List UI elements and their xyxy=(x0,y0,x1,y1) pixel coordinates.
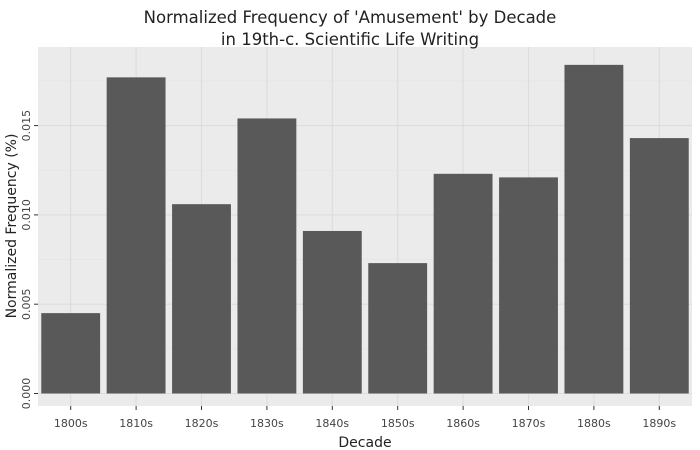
bar-1810s xyxy=(106,77,166,394)
x-tick-label: 1860s xyxy=(446,417,480,430)
x-tick-label: 1800s xyxy=(54,417,88,430)
bars xyxy=(41,64,689,394)
x-axis-ticks: 1800s 1810s 1820s 1830s 1840s 1850s 1860s 1870s… xyxy=(54,406,676,430)
x-axis-title: Decade xyxy=(338,435,391,450)
bar-1820s xyxy=(172,204,231,394)
x-tick-label: 1840s xyxy=(315,417,349,430)
bar-1890s xyxy=(629,138,689,394)
chart-title-line-1: Normalized Frequency of 'Amusement' by D… xyxy=(144,8,557,27)
x-tick-label: 1880s xyxy=(577,417,611,430)
bar-1840s xyxy=(302,230,362,394)
x-tick-label: 1870s xyxy=(512,417,546,430)
bar-1860s xyxy=(433,173,493,394)
x-tick-label: 1830s xyxy=(250,417,284,430)
bar-1880s xyxy=(564,64,624,394)
bar-1850s xyxy=(368,263,428,394)
y-tick-label: 0.005 xyxy=(20,288,33,320)
y-tick-label: 0.015 xyxy=(20,110,33,142)
y-axis-ticks: 0.000 0.005 0.010 0.015 xyxy=(20,110,38,409)
x-tick-label: 1820s xyxy=(185,417,219,430)
bar-1800s xyxy=(41,313,101,394)
bar-1830s xyxy=(237,118,297,394)
x-tick-label: 1850s xyxy=(381,417,415,430)
y-axis-title: Normalized Frequency (%) xyxy=(4,134,20,319)
chart-title-line-2: in 19th-c. Scientific Life Writing xyxy=(221,30,479,49)
x-tick-label: 1810s xyxy=(119,417,153,430)
bar-1870s xyxy=(499,177,558,394)
x-tick-label: 1890s xyxy=(642,417,676,430)
y-tick-label: 0.010 xyxy=(20,199,33,231)
y-tick-label: 0.000 xyxy=(20,378,33,410)
